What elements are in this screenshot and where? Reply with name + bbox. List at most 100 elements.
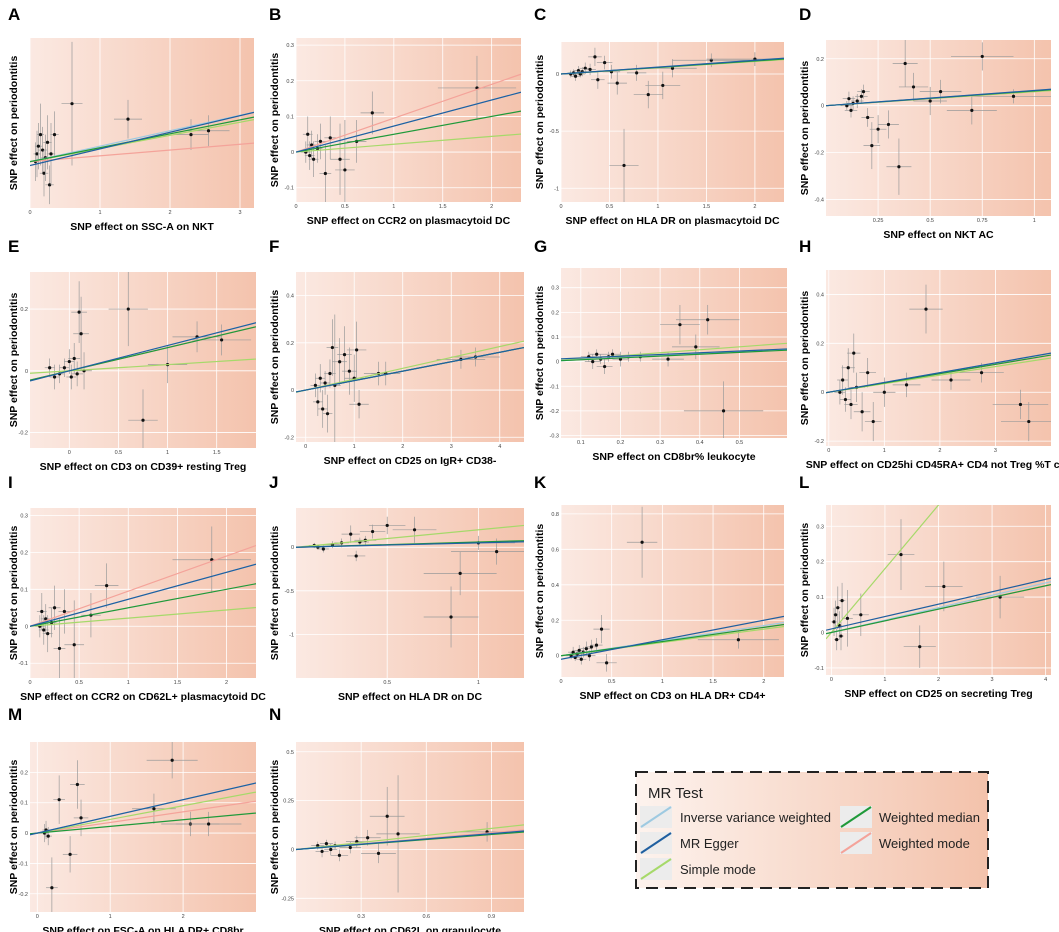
data-points [40, 742, 242, 912]
data-point [126, 117, 130, 121]
plot-background [561, 268, 787, 438]
y-tick-label: 0.2 [20, 550, 28, 556]
data-point [843, 397, 848, 402]
x-axis-title: SNP effect on HLA DR on plasmacytoid DC [565, 215, 780, 227]
panel-d: 0.25 0.5 0.75 1 -0.4 -0.2 0 0.2 D SNP effect on N… [799, 5, 1051, 241]
mr-line-simple-mode [296, 824, 524, 851]
y-tick-label: -0.3 [550, 434, 559, 440]
mr-line-egger [826, 88, 1051, 107]
data-point [77, 310, 81, 314]
x-tick-label: 1 [127, 680, 130, 686]
data-point [72, 643, 76, 647]
mr-lines [296, 73, 521, 153]
panel-a: 0 1 2 3 A SNP effect on SSC-A on NKT SNP effec… [8, 5, 254, 233]
y-tick-label: 0.3 [20, 513, 28, 519]
y-tick-label: 0 [291, 847, 294, 853]
x-tick-label: 0 [294, 204, 297, 210]
mr-line-weighted-mode [30, 800, 256, 835]
data-point [385, 523, 389, 528]
data-point [980, 54, 984, 59]
data-point [882, 390, 886, 394]
x-tick-label: 3 [991, 677, 994, 683]
data-point [855, 99, 859, 103]
data-point [312, 157, 316, 161]
data-point [593, 55, 597, 59]
panel-j: 0.5 1 -1 -0.5 0 J SNP effect on HLA DR on DC SN… [269, 473, 524, 703]
data-point [189, 132, 193, 137]
x-tick-label: 0.3 [656, 440, 664, 446]
grid-lines [30, 508, 256, 678]
mr-line-weighted-median [826, 583, 1051, 635]
x-tick-label: 1 [392, 204, 395, 210]
panel-letter: C [534, 5, 546, 24]
data-point [321, 407, 325, 411]
x-tick-label: 1 [353, 444, 356, 450]
data-point [834, 613, 838, 617]
x-tick-label: 2 [762, 679, 765, 685]
data-point [40, 609, 44, 614]
y-tick-label: 0.2 [551, 310, 559, 316]
data-point [587, 654, 591, 658]
data-point [57, 798, 61, 802]
data-point [48, 366, 52, 370]
legend-item-ivw: Inverse variance weighted [640, 806, 831, 828]
mr-lines [30, 544, 256, 627]
panel-letter: J [269, 473, 278, 492]
plot-background [561, 505, 784, 677]
y-tick-label: 0.2 [20, 307, 28, 313]
y-tick-label: -1 [289, 632, 294, 638]
data-point [588, 67, 592, 72]
data-point [1011, 94, 1016, 98]
x-tick-label: 0.3 [357, 914, 365, 920]
data-point [337, 853, 342, 857]
panel-letter: A [8, 5, 20, 24]
mr-line-egger [826, 352, 1051, 394]
data-point [666, 357, 670, 361]
x-axis-title: SNP effect on CD3 on CD39+ resting Treg [40, 461, 247, 473]
x-tick-label: 1.5 [709, 679, 717, 685]
data-point [385, 814, 389, 818]
x-tick-label: 3 [450, 444, 453, 450]
mr-line-egger [30, 782, 256, 836]
y-tick-label: 0.2 [551, 618, 559, 624]
data-point [949, 378, 953, 382]
mr-line-ivw [30, 111, 254, 163]
y-tick-label: 0 [291, 545, 294, 551]
y-tick-label: 0 [556, 654, 559, 660]
mr-line-weighted-median [296, 110, 521, 153]
data-point [1018, 402, 1023, 407]
data-point [591, 360, 595, 364]
panel-l: 0 1 2 3 4 -0.1 0 0.1 0.2 0.3 L SNP effect on CD25 o… [799, 473, 1051, 700]
data-point [603, 364, 607, 369]
x-tick-label: 0 [28, 680, 31, 686]
panel-k: 0 0.5 1 1.5 2 0 0.2 0.4 0.6 0.8 K SNP effect on CD3… [534, 473, 784, 702]
grid-lines [826, 270, 1051, 446]
panel-c: 0 0.5 1 1.5 2 -1 -0.5 0 C SNP effect on HLA DR on… [534, 5, 784, 227]
y-tick-label: -0.2 [815, 151, 824, 157]
data-point [62, 609, 66, 614]
y-axis-title: SNP effect on periodontitis [534, 524, 546, 659]
x-tick-label: 2 [168, 210, 171, 216]
legend-title: MR Test [648, 785, 704, 802]
mr-line-egger [561, 57, 784, 75]
y-tick-label: 0.1 [20, 801, 28, 807]
x-tick-label: 0.5 [608, 679, 616, 685]
data-point [847, 97, 851, 101]
legend-label: Weighted median [879, 810, 980, 825]
legend-item-weighted-median: Weighted median [840, 806, 980, 828]
y-axis-title: SNP effect on periodontitis [799, 291, 811, 426]
data-point [170, 758, 174, 762]
panel-letter: L [799, 473, 809, 492]
mr-lines [296, 824, 524, 851]
data-point [36, 144, 41, 148]
data-point [79, 332, 83, 336]
data-point [579, 657, 583, 661]
y-tick-label: 0.2 [816, 57, 824, 63]
data-point [42, 628, 46, 632]
data-point [840, 599, 844, 603]
y-axis-title: SNP effect on periodontitis [799, 61, 811, 196]
data-point [603, 60, 607, 65]
panel-letter: B [269, 5, 281, 24]
legend-item-weighted-mode: Weighted mode [840, 832, 970, 854]
